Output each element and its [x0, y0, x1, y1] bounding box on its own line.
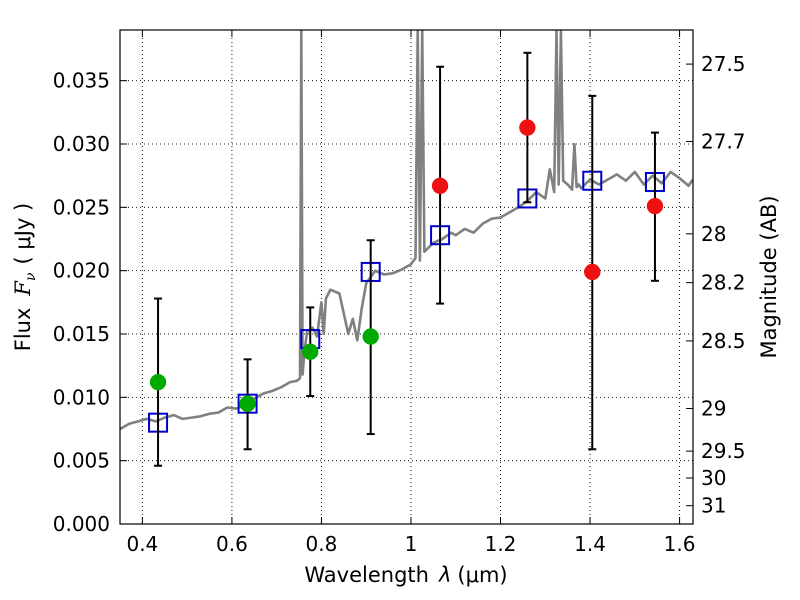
x-tick-label: 0.6 — [216, 532, 248, 556]
y-axis-label-text: Flux — [11, 308, 35, 352]
observed-point — [584, 263, 601, 281]
observed-layer — [149, 51, 664, 467]
observed-point — [362, 328, 379, 345]
y-tick-label: 0.030 — [53, 132, 110, 156]
plot-frame — [119, 29, 694, 525]
observed-point — [519, 119, 536, 136]
y2-tick-label: 30 — [701, 466, 726, 490]
y2-tick-label: 28.5 — [701, 329, 746, 353]
y-axis-ticks: 0.000 0.005 0.010 0.015 0.020 0.025 0.030 0.035 — [53, 69, 127, 536]
y2-tick-label: 27.5 — [701, 52, 746, 76]
y-tick-label: 0.015 — [53, 322, 110, 346]
y2-tick-label: 29 — [701, 396, 726, 420]
x-axis-ticks: 0.4 0.6 0.8 1 1.2 1.4 1.6 — [126, 30, 695, 556]
y-tick-label: 0.020 — [53, 259, 110, 283]
x-axis-label-text: Wavelength — [304, 563, 429, 587]
y2-axis-ticks: 27.5 27.7 28 28.2 28.5 29 29.5 30 31 — [686, 52, 746, 518]
observed-point — [431, 177, 449, 195]
y-axis-label-symbol: F — [11, 280, 35, 297]
x-tick-label: 0.8 — [306, 532, 338, 556]
y-tick-label: 0.025 — [53, 195, 110, 219]
y-tick-label: 0.000 — [53, 512, 110, 536]
y-tick-label: 0.035 — [53, 69, 110, 93]
x-tick-label: 1.6 — [664, 532, 696, 556]
y-tick-label: 0.005 — [53, 449, 110, 473]
y-tick-label: 0.010 — [53, 385, 110, 409]
observed-point — [149, 373, 167, 391]
x-tick-label: 1.2 — [485, 532, 517, 556]
x-tick-label: 1.4 — [574, 532, 606, 556]
y2-tick-label: 29.5 — [701, 439, 746, 463]
y2-tick-label: 31 — [701, 494, 726, 518]
y2-tick-label: 28 — [701, 222, 726, 246]
y2-axis-label: Magnitude (AB) — [757, 195, 781, 358]
x-axis-label: Wavelength λ (μm) — [304, 563, 507, 587]
observed-point — [646, 197, 664, 215]
x-tick-label: 1 — [405, 532, 418, 556]
y-axis-label-unit: ( μJy ) — [11, 203, 35, 265]
observed-point — [302, 343, 319, 360]
x-axis-label-unit: (μm) — [457, 563, 507, 587]
x-tick-label: 0.4 — [126, 532, 158, 556]
y-axis-label-subscript: ν — [23, 272, 39, 281]
x-axis-label-symbol: λ — [438, 563, 451, 587]
y2-tick-label: 28.2 — [701, 271, 746, 295]
y2-tick-label: 27.7 — [701, 129, 746, 153]
y-axis-label: Flux Fν ( μJy ) — [11, 203, 39, 351]
observed-point — [239, 395, 256, 412]
